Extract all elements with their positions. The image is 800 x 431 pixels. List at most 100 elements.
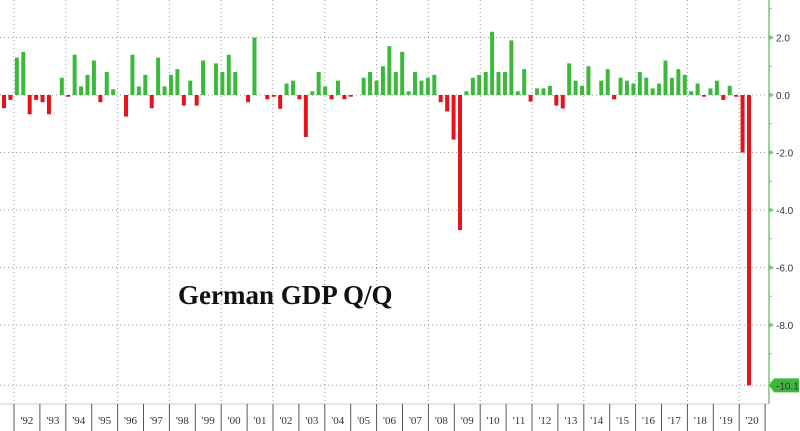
y-tick-label: 2.0 [776, 34, 790, 45]
bar [329, 95, 334, 100]
bar [695, 83, 700, 95]
y-tick-mark [769, 207, 774, 213]
x-tick-label: '94 [72, 415, 85, 427]
bar [316, 72, 321, 95]
bar [721, 95, 726, 100]
bar [233, 72, 238, 95]
gridlines [0, 0, 769, 404]
bar [496, 72, 501, 95]
bar [252, 37, 257, 95]
bar [265, 95, 270, 100]
bar [66, 95, 71, 97]
x-tick-label: '97 [150, 415, 163, 427]
bar [522, 69, 527, 95]
bar [560, 95, 565, 109]
chart-title: German GDP Q/Q [178, 280, 393, 310]
x-tick-label: '95 [98, 415, 111, 427]
bar [400, 51, 405, 95]
x-tick-label: '92 [20, 415, 33, 427]
bar [374, 80, 379, 95]
bar [361, 77, 366, 95]
bar [676, 69, 681, 95]
bar [702, 95, 707, 97]
y-axis: 2.0 0.0 -2.0 -4.0 -6.0 -8.0 -10.1 [768, 0, 799, 404]
bar [393, 72, 398, 95]
bar [348, 95, 353, 97]
bar [246, 95, 251, 103]
x-tick-label: '98 [176, 415, 189, 427]
bar [213, 63, 218, 95]
bar [682, 74, 687, 95]
bar [111, 89, 116, 95]
bars [2, 31, 751, 386]
bar [657, 83, 662, 95]
bar [143, 74, 148, 95]
bar [624, 80, 629, 95]
bar [130, 54, 135, 95]
bar [413, 72, 418, 95]
bar [21, 51, 26, 95]
bar [631, 83, 636, 95]
y-tick-mark [769, 149, 774, 156]
bar [509, 40, 514, 95]
bar [124, 95, 129, 117]
bar [297, 95, 302, 100]
bar [40, 95, 45, 103]
y-tick-mark [769, 34, 774, 41]
y-tick-mark [769, 264, 774, 271]
bar [149, 95, 154, 109]
bar [194, 95, 199, 106]
bar [323, 86, 328, 95]
bar [490, 31, 495, 95]
bar [432, 74, 437, 95]
bar [342, 95, 347, 100]
x-tick-label: '01 [254, 415, 267, 427]
x-tick-label: '99 [202, 415, 215, 427]
x-tick-label: '00 [228, 415, 241, 427]
bar [445, 95, 450, 112]
x-tick-label: '93 [46, 415, 59, 427]
x-tick-label: '08 [435, 415, 448, 427]
bar [714, 80, 719, 95]
bar [91, 60, 96, 95]
bar [168, 74, 173, 95]
bar [34, 95, 39, 100]
bar [291, 80, 296, 95]
bar [689, 91, 694, 95]
y-tick-mark [769, 92, 774, 98]
y-tick-label: -8.0 [776, 321, 794, 332]
bar [599, 80, 604, 95]
bar [14, 57, 19, 95]
x-tick-label: '13 [564, 415, 577, 427]
bar [85, 74, 90, 95]
bar [586, 66, 591, 95]
x-tick-label: '07 [409, 415, 422, 427]
last-value-badge [769, 378, 799, 393]
bar [79, 86, 84, 95]
bar [368, 72, 373, 95]
bar [708, 88, 713, 95]
bar [580, 85, 585, 95]
bar [727, 85, 732, 95]
bar [669, 77, 674, 95]
bar [470, 77, 475, 95]
bar [162, 86, 167, 95]
x-tick-label: '02 [279, 415, 292, 427]
bar [502, 72, 507, 95]
bar [438, 95, 443, 103]
bar [740, 95, 745, 153]
y-tick-label: -4.0 [776, 206, 794, 217]
x-tick-label: '17 [668, 415, 681, 427]
bar [104, 72, 109, 95]
x-tick-label: '05 [357, 415, 370, 427]
x-tick-label: '18 [694, 415, 707, 427]
bar [612, 95, 617, 100]
bar [554, 95, 559, 106]
bar [637, 72, 642, 95]
bar [387, 46, 392, 95]
bar [156, 57, 161, 95]
x-tick-label: '06 [383, 415, 396, 427]
y-tick-mark [769, 322, 774, 328]
x-tick-label: '16 [642, 415, 655, 427]
